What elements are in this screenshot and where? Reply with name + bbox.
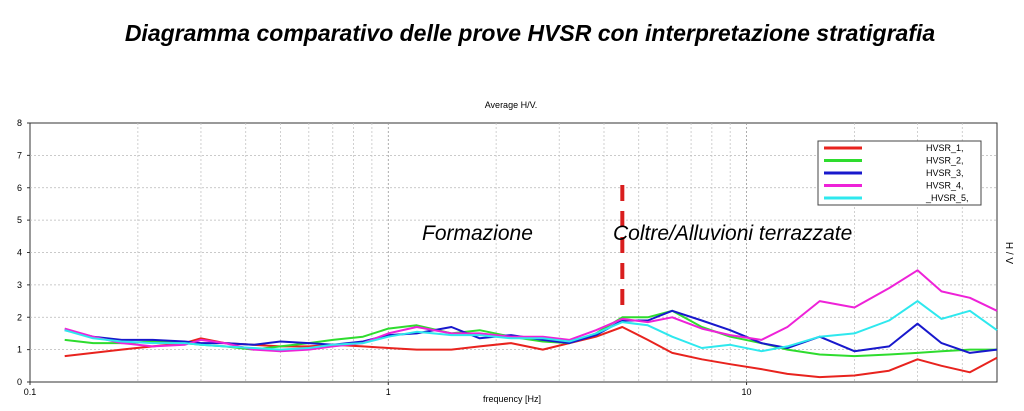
series-line-5 xyxy=(64,300,998,353)
legend-label: HVSR_2, xyxy=(926,156,964,166)
annotation-coltre-alluvioni: Coltre/Alluvioni terrazzate xyxy=(613,222,852,245)
x-axis-ticks: 0.1 1 10 xyxy=(24,382,752,397)
y-tick-label: 5 xyxy=(17,215,22,225)
y-tick-label: 8 xyxy=(17,118,22,128)
series-line-4 xyxy=(64,269,998,353)
annotation-formazione: Formazione xyxy=(422,222,533,245)
grid xyxy=(30,123,997,382)
y-axis-label: H / V xyxy=(1003,242,1014,265)
y-tick-label: 6 xyxy=(17,183,22,193)
series-lines xyxy=(64,269,998,379)
x-tick-label: 1 xyxy=(386,387,391,397)
document-title: Diagramma comparativo delle prove HVSR c… xyxy=(124,20,936,46)
series-line-1 xyxy=(64,326,998,379)
x-tick-label: 0.1 xyxy=(24,387,37,397)
legend-label: HVSR_4, xyxy=(926,181,964,191)
legend-label: HVSR_1, xyxy=(926,143,964,153)
y-axis-ticks: 0 1 2 3 4 5 6 7 8 xyxy=(17,118,30,387)
legend-label: _HVSR_5, xyxy=(925,193,969,203)
y-tick-label: 4 xyxy=(17,248,22,258)
y-tick-label: 7 xyxy=(17,150,22,160)
y-tick-label: 0 xyxy=(17,377,22,387)
x-axis-label: frequency [Hz] xyxy=(483,394,541,404)
chart-title: Average H/V. xyxy=(485,100,538,110)
y-tick-label: 2 xyxy=(17,312,22,322)
y-tick-label: 3 xyxy=(17,280,22,290)
y-tick-label: 1 xyxy=(17,345,22,355)
x-tick-label: 10 xyxy=(742,387,752,397)
legend-label: HVSR_3, xyxy=(926,168,964,178)
legend: HVSR_1, HVSR_2, HVSR_3, HVSR_4, _HVSR_5, xyxy=(817,140,982,206)
